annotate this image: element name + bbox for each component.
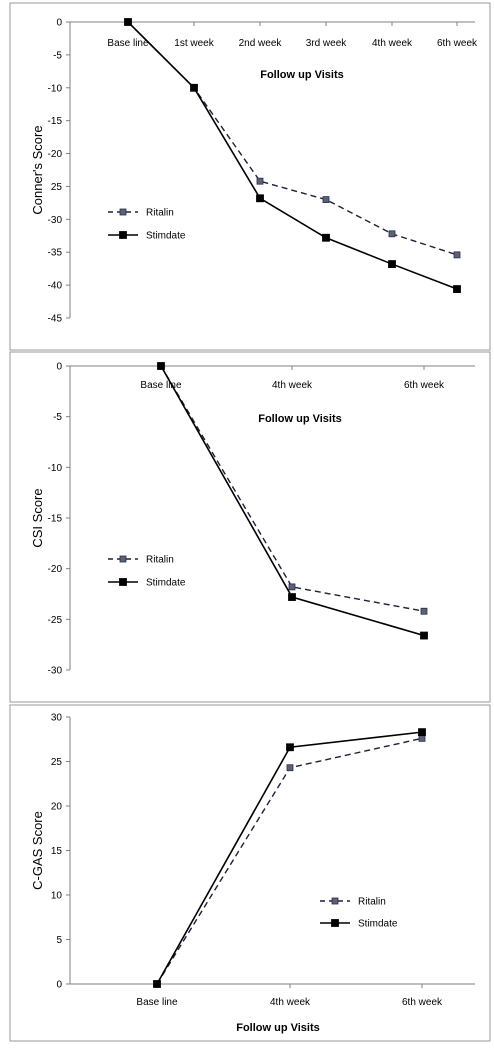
series-line-ritalin [157, 738, 422, 984]
legend-label: Ritalin [358, 897, 386, 908]
y-tick-label: -30 [48, 215, 63, 226]
y-tick-label: -10 [48, 463, 63, 474]
series-line-ritalin [161, 366, 424, 611]
y-tick-label: 25 [51, 757, 63, 768]
legend-marker [332, 898, 338, 904]
y-tick-label: -20 [48, 149, 63, 160]
x-tick-label: Base line [140, 380, 182, 391]
data-point [419, 729, 426, 736]
series-ritalin [125, 19, 460, 258]
legend-label: Ritalin [146, 208, 174, 219]
x-axis-title: Follow up Visits [260, 69, 344, 81]
series-ritalin [158, 363, 427, 614]
y-tick-label: 30 [51, 713, 63, 724]
data-point [421, 632, 428, 639]
legend-marker [332, 920, 339, 927]
y-tick-label: -10 [48, 83, 63, 94]
chart-conners-score: 0 -5 -10 -15 -20 25 -30 -35 -40 -45 Base line 1st w… [30, 18, 478, 325]
x-tick-label: 1st week [174, 38, 214, 49]
x-tick-label: 6th week [404, 380, 445, 391]
y-tick-label: 15 [51, 846, 63, 857]
y-axis-title: Conner's Score [30, 125, 45, 214]
data-point [454, 286, 461, 293]
x-tick-label: 4th week [372, 38, 413, 49]
data-point [389, 261, 396, 268]
y-tick-label: -5 [53, 50, 62, 61]
data-point [125, 19, 132, 26]
legend-label: Stimdate [146, 578, 186, 589]
legend-label: Stimdate [146, 231, 186, 242]
data-point [421, 608, 427, 614]
x-tick-label: Base line [136, 997, 178, 1008]
x-tick-label: 4th week [272, 380, 313, 391]
data-point [389, 231, 395, 237]
chart-1-border [10, 3, 490, 350]
y-tick-label: -25 [48, 615, 63, 626]
legend-label: Ritalin [146, 555, 174, 566]
data-point [289, 594, 296, 601]
series-ritalin [154, 735, 425, 987]
x-tick-label: Base line [107, 38, 149, 49]
chart-cgas-score: 0 5 10 15 20 25 30 Base line 4th week 6th week Fol… [30, 713, 475, 1035]
data-point [257, 195, 264, 202]
y-tick-label: -20 [48, 564, 63, 575]
y-axis-title: C-GAS Score [30, 811, 45, 890]
chart-3-border [10, 705, 490, 1041]
data-point [323, 234, 330, 241]
x-tick-label: 4th week [270, 997, 311, 1008]
y-tick-label: 0 [56, 18, 62, 29]
y-tick-label: -5 [53, 412, 62, 423]
data-point [158, 363, 165, 370]
y-tick-label: -35 [48, 248, 63, 259]
series-line-ritalin [128, 22, 457, 255]
y-tick-label: -30 [48, 666, 63, 677]
legend-marker [120, 209, 126, 215]
series-stimdate [125, 19, 461, 293]
data-point [323, 197, 329, 203]
data-point [191, 84, 198, 91]
data-point [289, 584, 295, 590]
y-tick-label: 10 [51, 891, 63, 902]
chart-csi-score: 0 -5 -10 -15 -20 -25 -30 Base line 4th week 6th w… [30, 362, 475, 677]
y-tick-label: 0 [56, 980, 62, 991]
data-point [419, 735, 425, 741]
legend-label: Stimdate [358, 919, 398, 930]
x-tick-label: 6th week [437, 38, 478, 49]
x-tick-label: 3rd week [306, 38, 348, 49]
legend-marker [120, 579, 127, 586]
y-tick-label: -40 [48, 281, 63, 292]
legend-marker [120, 232, 127, 239]
legend-marker [120, 556, 126, 562]
y-tick-label: -15 [48, 116, 63, 127]
y-tick-label: 5 [56, 935, 62, 946]
x-tick-label: 2nd week [239, 38, 283, 49]
y-tick-label: 0 [56, 362, 62, 373]
y-axis-title: CSI Score [30, 488, 45, 547]
data-point [287, 765, 293, 771]
data-point [287, 744, 294, 751]
data-point [454, 252, 460, 258]
y-tick-label: -15 [48, 514, 63, 525]
data-point [154, 981, 161, 988]
y-tick-label: 20 [51, 802, 63, 813]
series-stimdate [158, 363, 428, 640]
y-tick-label: -45 [48, 314, 63, 325]
x-axis-title: Follow up Visits [236, 1022, 320, 1034]
data-point [257, 178, 263, 184]
series-line-stimdate [128, 22, 457, 289]
x-axis-title: Follow up Visits [258, 413, 342, 425]
y-tick-label: 25 [51, 182, 63, 193]
chart-2-border [10, 352, 490, 702]
x-tick-label: 6th week [402, 997, 443, 1008]
